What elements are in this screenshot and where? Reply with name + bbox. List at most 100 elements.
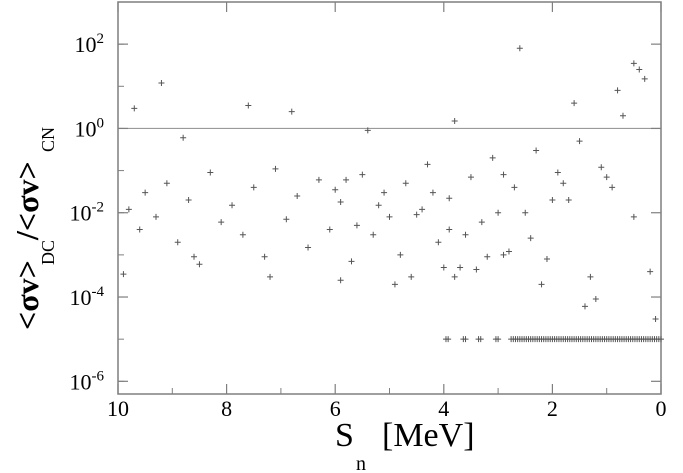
data-point: [619, 112, 626, 119]
data-point: [413, 211, 420, 218]
x-tick-label: 8: [221, 396, 232, 421]
data-point: [609, 184, 616, 191]
data-point: [283, 216, 290, 223]
data-point: [511, 184, 518, 191]
data-point: [576, 138, 583, 145]
data-point: [641, 75, 648, 82]
data-point: [478, 219, 485, 226]
data-point: [386, 213, 393, 220]
data-point: [614, 87, 621, 94]
data-point: [495, 209, 502, 216]
x-axis-title: S n [MeV]: [335, 417, 475, 473]
data-point: [391, 281, 398, 288]
data-point: [120, 271, 127, 278]
data-point: [522, 209, 529, 216]
x-tick-label: 0: [656, 396, 667, 421]
data-point: [538, 281, 545, 288]
data-point: [446, 226, 453, 233]
data-point: [647, 268, 654, 275]
x-axis-title-main: S: [335, 417, 354, 454]
data-point: [305, 244, 312, 251]
data-point: [505, 248, 512, 255]
data-point: [125, 206, 132, 213]
data-point: [429, 189, 436, 196]
x-tick-label: 6: [330, 396, 341, 421]
data-point: [131, 105, 138, 112]
data-point: [446, 195, 453, 202]
data-point: [592, 295, 599, 302]
data-point: [326, 226, 333, 233]
data-point: [250, 184, 257, 191]
x-tick-label: 2: [547, 396, 558, 421]
data-point: [462, 231, 469, 238]
data-point: [473, 266, 480, 273]
y-ticks: 102 100 10-2 10-4 10-6: [70, 1, 661, 394]
data-point: [603, 174, 610, 181]
y-tick-label: 10-4: [70, 284, 105, 310]
data-point: [180, 134, 187, 141]
data-point: [370, 231, 377, 238]
y-tick-label: 10-2: [70, 200, 105, 226]
floor-point: [475, 336, 482, 343]
data-point: [337, 277, 344, 284]
data-point: [636, 66, 643, 73]
data-point: [549, 197, 556, 204]
data-point: [191, 253, 198, 260]
data-point: [207, 169, 214, 176]
data-point: [630, 60, 637, 67]
data-point: [543, 255, 550, 262]
data-point: [435, 239, 442, 246]
data-point: [554, 169, 561, 176]
data-point: [565, 197, 572, 204]
y-tick-label: 100: [75, 115, 105, 141]
data-point: [440, 264, 447, 271]
data-point: [315, 176, 322, 183]
x-tick-label: 4: [438, 396, 449, 421]
data-point: [489, 154, 496, 161]
data-point: [364, 127, 371, 134]
data-point: [337, 198, 344, 205]
x-tick-label: 10: [107, 396, 129, 421]
x-axis-title-sub: n: [356, 453, 366, 473]
data-point: [196, 261, 203, 268]
data-point: [343, 176, 350, 183]
data-point: [581, 303, 588, 310]
data-point: [587, 273, 594, 280]
data-point: [294, 192, 301, 199]
floor-point: [442, 336, 449, 343]
data-point: [516, 45, 523, 52]
data-point: [451, 273, 458, 280]
data-point: [375, 202, 382, 209]
data-point: [174, 239, 181, 246]
data-point: [359, 171, 366, 178]
data-point: [185, 197, 192, 204]
data-point: [652, 316, 659, 323]
data-point: [484, 253, 491, 260]
data-point: [142, 189, 149, 196]
data-point: [397, 251, 404, 258]
data-point: [218, 219, 225, 226]
y-axis-title-sub-1: DC: [38, 240, 58, 265]
data-point: [419, 206, 426, 213]
data-point: [630, 213, 637, 220]
data-point: [457, 264, 464, 271]
x-ticks: 10 8 6 4 2 0: [107, 2, 667, 421]
data-point: [153, 213, 160, 220]
data-point: [424, 161, 431, 168]
data-point: [348, 258, 355, 265]
data-point: [381, 189, 388, 196]
data-point: [527, 235, 534, 242]
data-point: [598, 164, 605, 171]
data-point: [451, 118, 458, 125]
data-point: [332, 186, 339, 193]
data-point: [136, 226, 143, 233]
data-point: [261, 253, 268, 260]
data-point: [288, 108, 295, 115]
data-point: [408, 273, 415, 280]
x-axis-title-units: [MeV]: [382, 417, 475, 454]
y-axis-title-sub-2: CN: [38, 127, 58, 152]
data-point: [402, 180, 409, 187]
